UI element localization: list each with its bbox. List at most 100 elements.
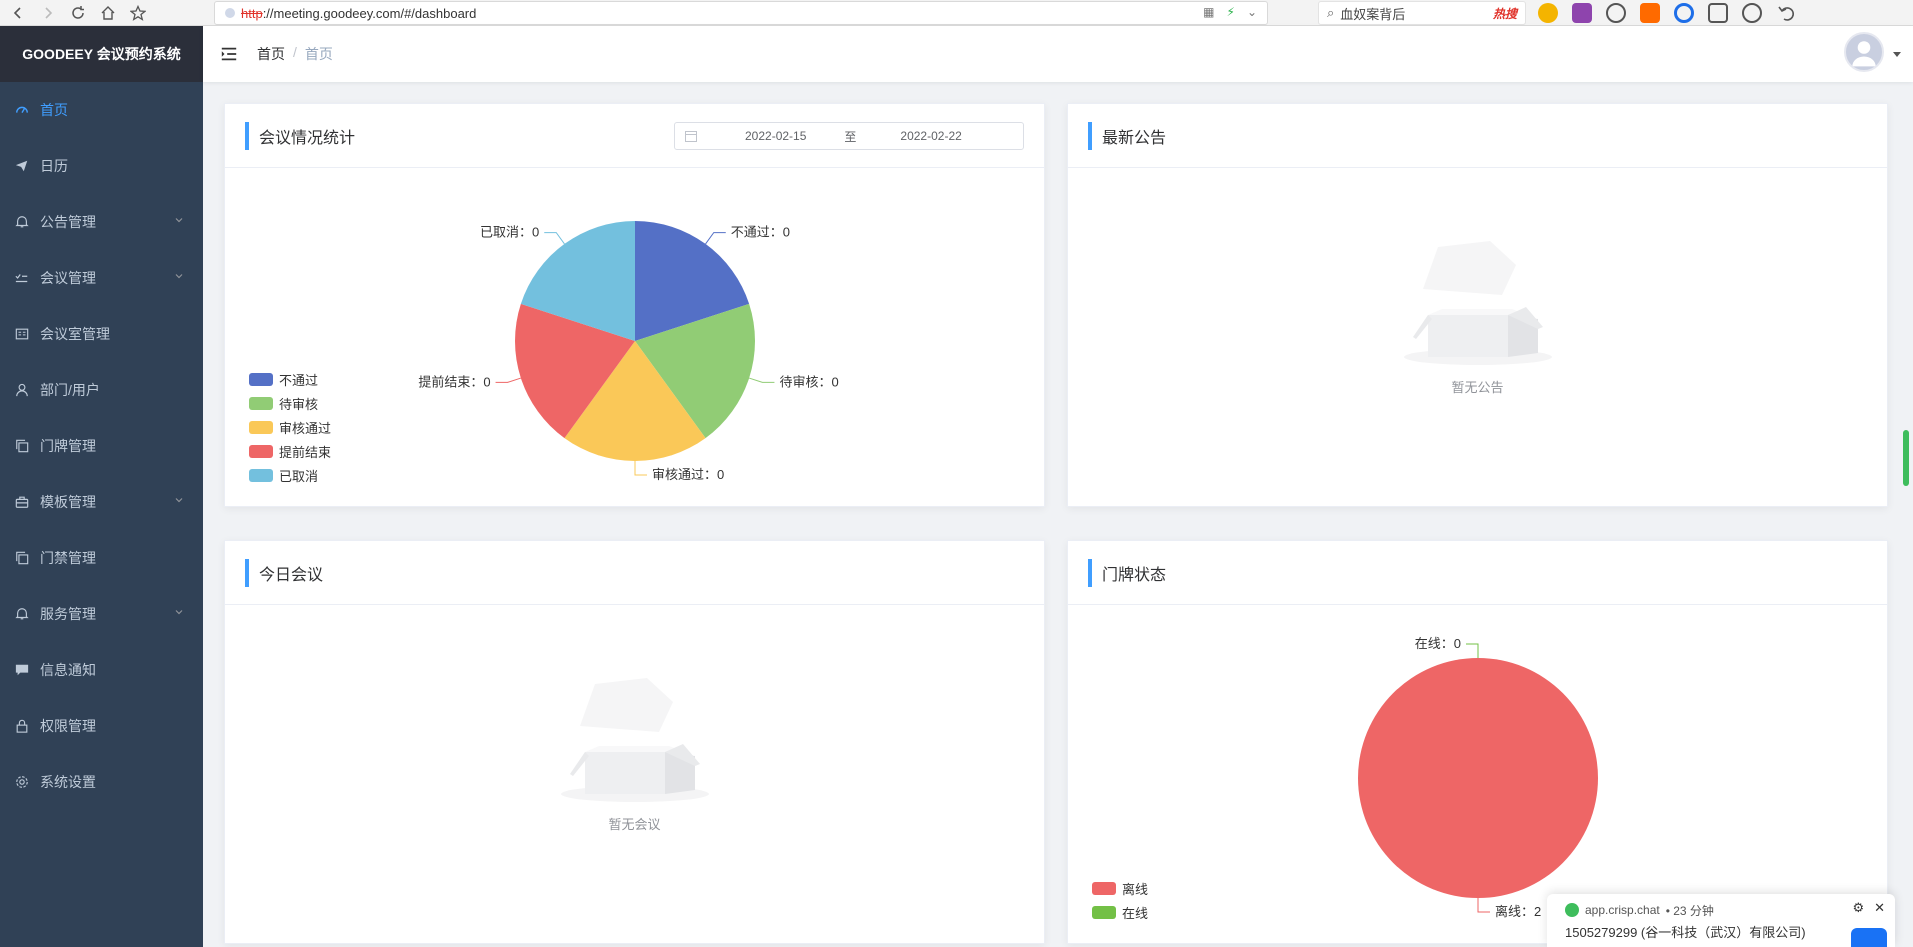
reload-icon[interactable] — [66, 1, 90, 25]
pie-slice-4[interactable] — [515, 303, 635, 439]
card-header: 门牌状态 — [1068, 541, 1887, 605]
undo-icon[interactable] — [1776, 3, 1796, 23]
doorplate-status-pie-chart: 离线：2 在线：0 — [1358, 636, 1598, 919]
address-bar[interactable]: http://meeting.goodeey.com/#/dashboard ▦… — [214, 1, 1268, 25]
sidebar-item-10[interactable]: 服务管理 — [0, 586, 203, 642]
title-accent-bar — [1088, 558, 1092, 587]
sidebar-item-9[interactable]: 门禁管理 — [0, 530, 203, 586]
chevron-down-icon[interactable] — [175, 272, 183, 280]
forward-icon[interactable] — [36, 1, 60, 25]
sidebar-item-11[interactable]: 信息通知 — [0, 642, 203, 698]
doorplate-status-card: 门牌状态 离线：2 在线：0 离线 在线 — [1067, 540, 1888, 944]
empty-state: 暂无公告 — [1068, 237, 1887, 396]
sidebar-item-13[interactable]: 系统设置 — [0, 754, 203, 810]
back-icon[interactable] — [6, 1, 30, 25]
sidebar-item-label: 模板管理 — [40, 494, 96, 510]
legend-swatch — [249, 444, 273, 458]
checklist-icon — [14, 270, 30, 286]
legend-item[interactable]: 审核通过 — [249, 415, 331, 439]
crisp-chat-popup[interactable]: app.crisp.chat • 23 分钟 1505279299 (谷一科技（… — [1547, 894, 1895, 947]
magnifier-extension-icon[interactable] — [1674, 3, 1694, 23]
gear-icon[interactable]: ⚙ — [1852, 900, 1865, 915]
legend-swatch — [249, 468, 273, 482]
avatar[interactable] — [1844, 32, 1884, 72]
close-icon[interactable]: ✕ — [1874, 900, 1885, 915]
breadcrumb-separator: / — [293, 44, 297, 60]
date-end[interactable]: 2022-02-22 — [900, 129, 962, 143]
chat-launcher-button[interactable] — [1851, 928, 1887, 947]
title-accent-bar — [245, 558, 249, 587]
legend-label: 待审核 — [279, 396, 319, 412]
chevron-down-icon[interactable] — [175, 216, 183, 224]
browser-toolbar: http://meeting.goodeey.com/#/dashboard ▦… — [0, 0, 1913, 26]
brightness-icon[interactable] — [1742, 3, 1762, 23]
sidebar-item-8[interactable]: 模板管理 — [0, 474, 203, 530]
legend-label: 不通过 — [279, 372, 319, 388]
hot-search-badge[interactable]: 热搜 — [1492, 6, 1517, 21]
bookmark-star-icon[interactable] — [126, 1, 150, 25]
today-meetings-card: 今日会议 暂无会议 — [224, 540, 1045, 944]
page-scrollbar[interactable] — [1903, 430, 1909, 486]
sidebar-item-label: 门禁管理 — [40, 550, 96, 566]
card-header: 最新公告 — [1068, 104, 1887, 168]
sidebar-item-label: 部门/用户 — [40, 382, 100, 398]
copy-icon — [14, 438, 30, 454]
pie-slice-label: 离线：2 — [1495, 904, 1541, 919]
sidebar-item-1[interactable]: 首页 — [0, 82, 203, 138]
caret-down-icon[interactable] — [1893, 52, 1901, 57]
legend-item[interactable]: 待审核 — [249, 391, 331, 415]
breadcrumb-current: 首页 — [304, 46, 333, 62]
sidebar-item-3[interactable]: 公告管理 — [0, 194, 203, 250]
home-icon[interactable] — [96, 1, 120, 25]
translate-extension-icon[interactable] — [1572, 3, 1592, 23]
empty-text: 暂无会议 — [608, 817, 661, 832]
browser-search-input[interactable]: ⌕ 血奴案背后 热搜 — [1318, 1, 1526, 25]
sidebar-item-label: 服务管理 — [40, 606, 96, 622]
reader-mode-icon[interactable]: ▦ — [1203, 5, 1215, 19]
pie-slice-label: 已取消：0 — [480, 225, 539, 240]
legend-swatch — [1092, 905, 1116, 919]
sidebar-item-2[interactable]: 日历 — [0, 138, 203, 194]
sidebar-item-4[interactable]: 会议管理 — [0, 250, 203, 306]
legend-item[interactable]: 不通过 — [249, 367, 331, 391]
game-extension-icon[interactable] — [1640, 3, 1660, 23]
scissors-icon[interactable] — [1606, 3, 1626, 23]
sidebar-item-5[interactable]: 会议室管理 — [0, 306, 203, 362]
apps-grid-icon[interactable] — [1708, 3, 1728, 23]
lightning-icon[interactable]: ⚡ — [1226, 5, 1235, 19]
card-header: 会议情况统计 2022-02-15 至 2022-02-22 — [225, 104, 1044, 168]
bell-icon — [14, 214, 30, 230]
pie-slice-3[interactable] — [564, 341, 706, 462]
sidebar-item-12[interactable]: 权限管理 — [0, 698, 203, 754]
pie-slice-2[interactable] — [635, 303, 755, 439]
legend-item[interactable]: 提前结束 — [249, 439, 331, 463]
sidebar-item-label: 日历 — [40, 158, 68, 174]
legend-item[interactable]: 离线 — [1092, 876, 1148, 900]
pie-slice-1[interactable] — [635, 221, 750, 341]
sidebar-item-7[interactable]: 门牌管理 — [0, 418, 203, 474]
hamburger-icon[interactable] — [219, 44, 239, 64]
pie-slice-1[interactable] — [1358, 658, 1598, 898]
pie-slice-5[interactable] — [520, 221, 635, 341]
legend-item[interactable]: 已取消 — [249, 463, 331, 487]
meeting-stats-pie-chart: 不通过：0 待审核：0 审核通过：0 提前结束：0 已取消：0 — [418, 221, 839, 482]
breadcrumb-home[interactable]: 首页 — [257, 46, 285, 62]
meeting-stats-legend: 不通过待审核审核通过 提前结束 已取消 — [249, 367, 331, 487]
card-title: 最新公告 — [1102, 129, 1167, 147]
chevron-down-icon[interactable] — [175, 608, 183, 616]
chevron-down-icon[interactable]: ⌄ — [1246, 5, 1257, 19]
doorplate-status-legend: 离线 在线 — [1092, 876, 1148, 924]
chevron-down-icon[interactable] — [175, 496, 183, 504]
announcements-card: 最新公告 暂无公告 — [1067, 103, 1888, 507]
date-start[interactable]: 2022-02-15 — [745, 129, 807, 143]
site-info-icon[interactable] — [225, 8, 235, 18]
pie-slice-label: 不通过：0 — [731, 225, 790, 240]
sidebar-item-6[interactable]: 部门/用户 — [0, 362, 203, 418]
wallet-extension-icon[interactable] — [1538, 3, 1558, 23]
date-range-picker[interactable]: 2022-02-15 至 2022-02-22 — [674, 122, 1024, 150]
legend-item[interactable]: 在线 — [1092, 900, 1148, 924]
paper-plane-icon — [14, 158, 30, 174]
sidebar-item-label: 会议管理 — [40, 270, 96, 286]
search-text: 血奴案背后 — [1340, 6, 1406, 22]
label-leader-line — [544, 232, 565, 245]
